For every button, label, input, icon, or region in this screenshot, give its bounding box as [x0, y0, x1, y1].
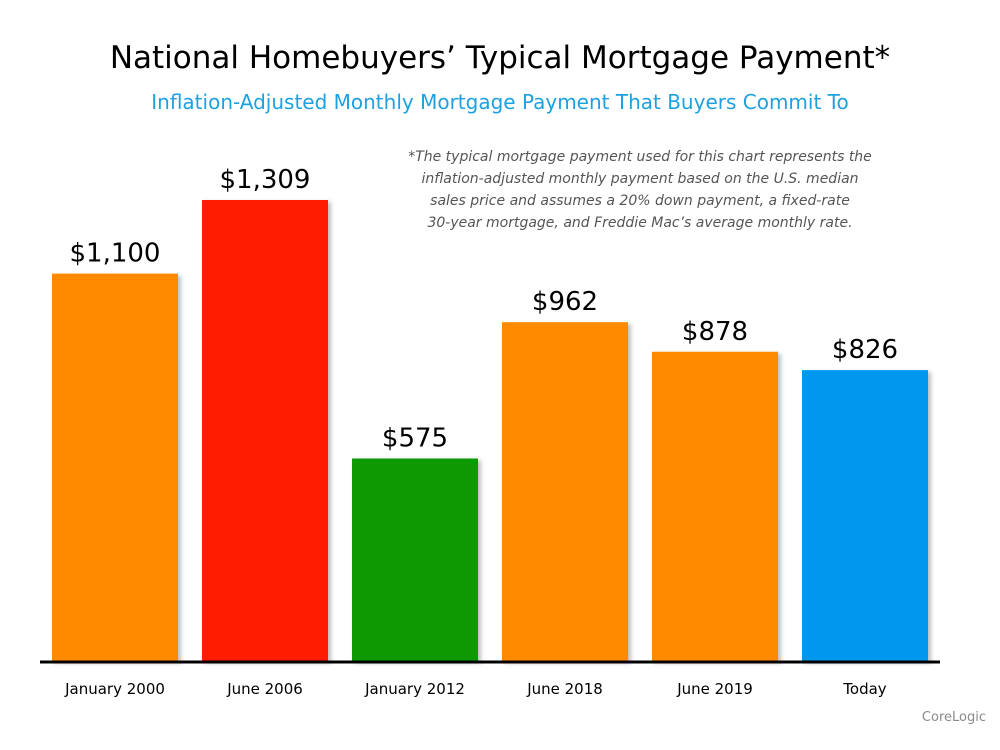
value-label-5: $826: [832, 335, 898, 365]
bar-4: [652, 351, 778, 661]
category-label-3: June 2018: [526, 680, 603, 698]
bar-0: [52, 273, 178, 661]
footnote: *The typical mortgage payment used for t…: [370, 146, 910, 234]
value-label-4: $878: [682, 317, 748, 347]
footnote-line: sales price and assumes a 20% down payme…: [430, 193, 850, 209]
chart-title: National Homebuyers’ Typical Mortgage Pa…: [109, 40, 891, 76]
category-label-2: January 2012: [364, 680, 465, 698]
bar-5: [802, 370, 928, 661]
value-label-2: $575: [382, 423, 448, 453]
footnote-line: inflation-adjusted monthly payment based…: [421, 171, 859, 187]
bar-2: [352, 458, 478, 661]
category-label-4: June 2019: [676, 680, 753, 698]
category-label-0: January 2000: [64, 680, 165, 698]
footnote-line: *The typical mortgage payment used for t…: [408, 149, 872, 165]
category-label-5: Today: [842, 680, 887, 698]
source-credit: CoreLogic: [921, 710, 986, 725]
footnote-line: 30-year mortgage, and Freddie Mac’s aver…: [427, 215, 853, 231]
bar-3: [502, 322, 628, 661]
bar-1: [202, 200, 328, 661]
chart-subtitle: Inflation-Adjusted Monthly Mortgage Paym…: [151, 90, 849, 114]
value-label-0: $1,100: [70, 239, 161, 269]
category-label-1: June 2006: [226, 680, 303, 698]
value-label-3: $962: [532, 287, 598, 317]
value-label-1: $1,309: [220, 165, 311, 195]
